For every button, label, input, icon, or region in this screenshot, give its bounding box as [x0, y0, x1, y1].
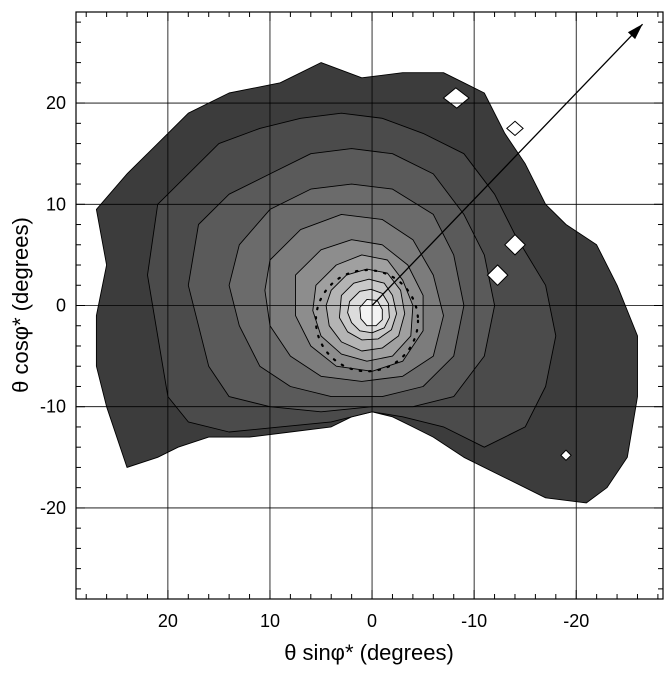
x-tick-label: 0: [367, 611, 377, 631]
contour-level-11: [359, 298, 383, 327]
y-tick-label: -10: [40, 397, 66, 417]
contour-fills: [95, 62, 638, 504]
grid-lines: [76, 12, 663, 599]
contour-hole-3: [504, 233, 526, 256]
x-tick-label: 20: [158, 611, 178, 631]
direction-arrow-line: [371, 23, 644, 306]
x-tick-labels: 20 10 0 -10 -20: [158, 611, 589, 631]
direction-arrow-head: [627, 24, 643, 40]
y-tick-labels: 20 10 0 -10 -20: [40, 93, 66, 518]
y-tick-label: 20: [46, 93, 66, 113]
contour-hole-2: [506, 120, 524, 137]
y-axis-label: θ cosφ* (degrees): [8, 217, 33, 393]
x-axis-label: θ sinφ* (degrees): [284, 640, 454, 665]
dotted-ring: [314, 268, 420, 373]
x-tick-label: 10: [260, 611, 280, 631]
y-tick-label: 0: [56, 296, 66, 316]
y-tick-label: 10: [46, 194, 66, 214]
overlay-marks: [314, 23, 644, 373]
minor-ticks: [76, 12, 663, 599]
x-tick-label: -20: [563, 611, 589, 631]
contour-hole-5: [560, 449, 572, 462]
y-tick-label: -20: [40, 498, 66, 518]
x-tick-label: -10: [461, 611, 487, 631]
contour-hole-4: [486, 264, 509, 287]
